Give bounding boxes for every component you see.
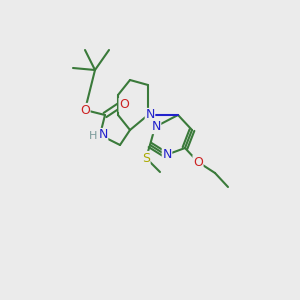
Text: O: O xyxy=(80,103,90,116)
Text: N: N xyxy=(151,121,161,134)
Text: N: N xyxy=(162,148,172,161)
Text: N: N xyxy=(145,109,155,122)
Text: O: O xyxy=(119,98,129,112)
Text: H: H xyxy=(89,131,97,141)
Text: S: S xyxy=(142,152,150,164)
Text: O: O xyxy=(193,155,203,169)
Text: N: N xyxy=(98,128,108,142)
